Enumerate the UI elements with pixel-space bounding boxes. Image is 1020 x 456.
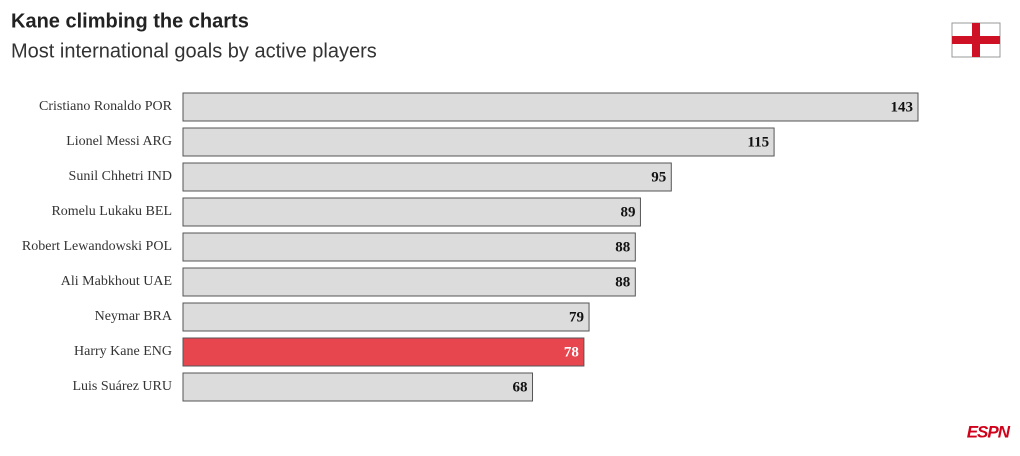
bar bbox=[182, 302, 590, 332]
value-label: 68 bbox=[513, 379, 528, 395]
value-label: 88 bbox=[615, 239, 630, 255]
value-label: 79 bbox=[569, 309, 584, 325]
bar bbox=[182, 92, 919, 122]
england-flag bbox=[951, 22, 1001, 58]
bar bbox=[182, 337, 585, 367]
category-label: Ali Mabkhout UAE bbox=[61, 274, 172, 289]
chart-title: Kane climbing the charts bbox=[11, 10, 249, 32]
category-label: Robert Lewandowski POL bbox=[22, 239, 172, 254]
category-label: Cristiano Ronaldo POR bbox=[39, 99, 173, 114]
bar bbox=[182, 232, 636, 262]
category-label: Sunil Chhetri IND bbox=[69, 169, 172, 184]
value-label: 89 bbox=[620, 204, 635, 220]
bar bbox=[182, 267, 636, 297]
value-label: 143 bbox=[891, 99, 914, 115]
category-label: Luis Suárez URU bbox=[72, 379, 172, 394]
logo: ESPN bbox=[967, 422, 1011, 441]
bar bbox=[182, 197, 641, 227]
value-label: 115 bbox=[747, 134, 769, 150]
chart-subtitle: Most international goals by active playe… bbox=[11, 40, 377, 62]
value-label: 95 bbox=[651, 169, 666, 185]
category-label: Romelu Lukaku BEL bbox=[51, 204, 172, 219]
bar bbox=[182, 127, 775, 157]
category-label: Lionel Messi ARG bbox=[66, 134, 172, 149]
category-label: Harry Kane ENG bbox=[74, 344, 172, 359]
bar bbox=[182, 372, 534, 402]
value-label: 88 bbox=[615, 274, 630, 290]
category-label: Neymar BRA bbox=[95, 309, 173, 324]
bar bbox=[182, 162, 672, 192]
value-label: 78 bbox=[564, 344, 579, 360]
